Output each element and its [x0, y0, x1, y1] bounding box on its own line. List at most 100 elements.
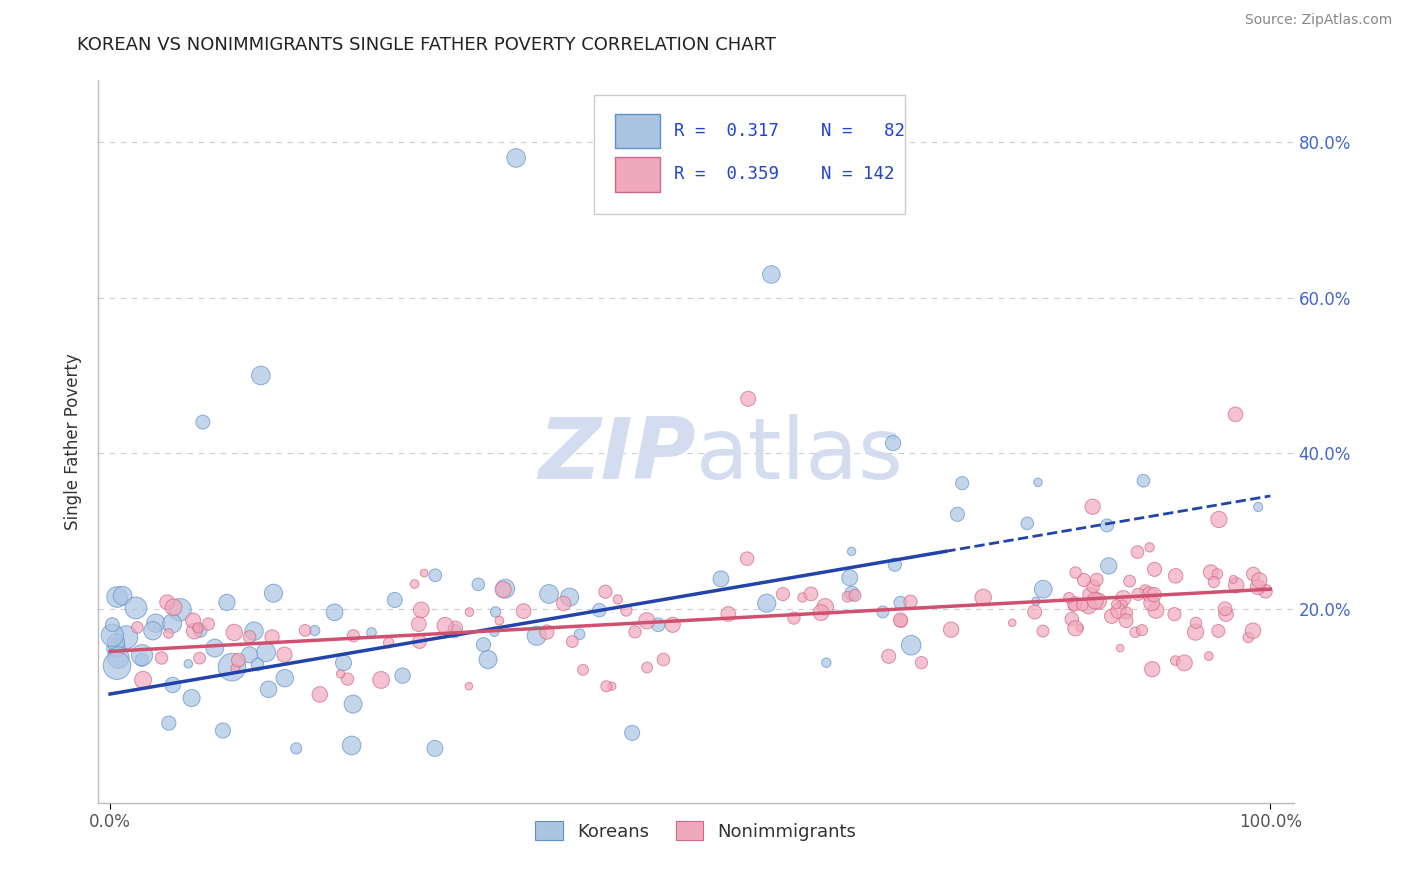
Point	[1164, 654, 1187, 668]
Point	[1024, 605, 1046, 619]
Point	[883, 558, 905, 572]
Point	[492, 582, 515, 597]
Point	[484, 624, 506, 639]
Point	[1225, 578, 1247, 592]
Point	[472, 638, 495, 652]
Point	[1249, 574, 1271, 588]
Point	[882, 436, 904, 450]
Point	[652, 652, 675, 666]
Point	[411, 603, 433, 617]
Point	[1062, 599, 1084, 613]
Point	[162, 600, 184, 615]
Point	[621, 726, 644, 740]
Point	[636, 660, 658, 674]
Point	[494, 582, 516, 596]
Point	[800, 587, 823, 601]
Point	[1115, 614, 1137, 628]
Point	[413, 566, 436, 580]
Point	[1241, 567, 1264, 582]
Point	[1184, 625, 1206, 640]
Point	[434, 618, 457, 632]
Point	[877, 649, 900, 664]
Point	[377, 636, 399, 650]
Point	[814, 599, 837, 614]
Point	[568, 627, 591, 641]
Point	[1032, 624, 1054, 639]
Point	[1173, 656, 1195, 670]
Point	[815, 656, 838, 670]
Point	[1198, 648, 1220, 663]
Point	[197, 617, 219, 632]
Point	[105, 590, 128, 604]
Point	[1087, 594, 1109, 608]
Point	[239, 630, 262, 644]
Point	[212, 723, 235, 738]
Point	[1225, 408, 1247, 422]
Point	[1109, 641, 1132, 656]
Point	[342, 697, 364, 711]
Point	[600, 679, 623, 693]
Point	[131, 648, 153, 663]
Point	[329, 666, 352, 681]
Point	[900, 638, 922, 652]
Point	[145, 616, 167, 631]
Point	[1032, 582, 1054, 597]
Point	[308, 688, 330, 702]
Point	[1025, 594, 1047, 608]
Point	[1101, 609, 1123, 624]
Point	[1080, 588, 1102, 602]
Point	[1143, 588, 1166, 602]
Point	[710, 572, 733, 586]
Point	[187, 621, 209, 635]
Point	[188, 624, 211, 638]
Point	[661, 617, 683, 632]
Point	[614, 603, 637, 617]
Point	[1254, 584, 1277, 599]
Point	[1142, 662, 1164, 676]
Point	[257, 682, 280, 697]
Point	[572, 663, 595, 677]
Point	[1071, 598, 1094, 612]
Point	[1163, 607, 1185, 622]
Point	[142, 624, 165, 638]
Point	[595, 679, 617, 693]
Point	[1001, 615, 1024, 630]
Point	[1118, 574, 1140, 588]
FancyBboxPatch shape	[595, 95, 905, 214]
Point	[132, 673, 155, 687]
Point	[384, 593, 406, 607]
Point	[910, 656, 932, 670]
Point	[274, 671, 297, 685]
Point	[647, 617, 669, 632]
Point	[444, 621, 467, 635]
Point	[1115, 606, 1137, 620]
Point	[246, 657, 269, 672]
Point	[304, 624, 326, 638]
Point	[1105, 597, 1128, 611]
Point	[841, 586, 863, 600]
Point	[1139, 541, 1161, 555]
Point	[156, 595, 179, 609]
Point	[340, 739, 363, 753]
Point	[558, 590, 581, 604]
Point	[737, 392, 759, 406]
Point	[101, 617, 124, 632]
Point	[1112, 591, 1135, 606]
Point	[1026, 475, 1049, 490]
Point	[224, 625, 246, 640]
Point	[186, 621, 208, 635]
Point	[1126, 545, 1149, 559]
Point	[588, 603, 610, 617]
Point	[1084, 594, 1107, 608]
Point	[150, 651, 173, 665]
Legend: Koreans, Nonimmigrants: Koreans, Nonimmigrants	[529, 814, 863, 848]
Point	[238, 648, 260, 662]
Point	[323, 605, 346, 619]
Point	[1060, 612, 1083, 626]
Point	[224, 661, 246, 675]
Point	[1208, 624, 1230, 638]
Text: ZIP: ZIP	[538, 415, 696, 498]
Bar	[614, 157, 661, 192]
Point	[755, 596, 778, 610]
Point	[391, 668, 413, 682]
